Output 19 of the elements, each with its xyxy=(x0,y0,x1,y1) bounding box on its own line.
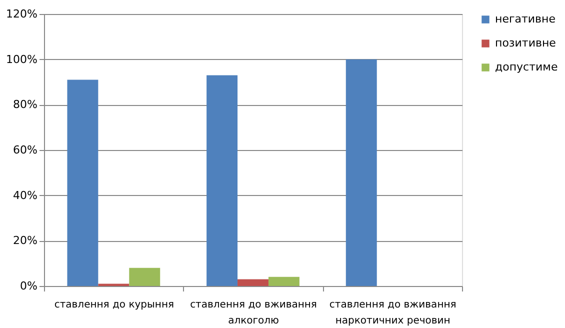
bar xyxy=(67,80,98,286)
y-tick-label: 0% xyxy=(20,280,38,292)
bar xyxy=(346,59,377,286)
legend-label: позитивне xyxy=(495,36,556,50)
y-tick-label: 20% xyxy=(13,234,38,248)
x-tick-label: ставлення до курыння xyxy=(54,300,174,310)
bar xyxy=(129,268,160,286)
bar xyxy=(238,279,268,286)
legend-label: допустиме xyxy=(495,60,558,74)
y-tick-label: 60% xyxy=(13,144,38,156)
y-tick-label: 40% xyxy=(13,188,38,202)
y-tick-label: 120% xyxy=(6,8,38,20)
bar xyxy=(268,276,300,286)
y-tick-label: 80% xyxy=(13,98,38,112)
bar xyxy=(206,75,238,286)
x-tick-label: ставлення до вживання алкоголю xyxy=(190,300,317,326)
legend-label: негативне xyxy=(495,12,556,26)
y-tick-label: 100% xyxy=(6,52,38,66)
x-tick-label: ставлення до вживання наркотичних речовин xyxy=(329,300,456,326)
